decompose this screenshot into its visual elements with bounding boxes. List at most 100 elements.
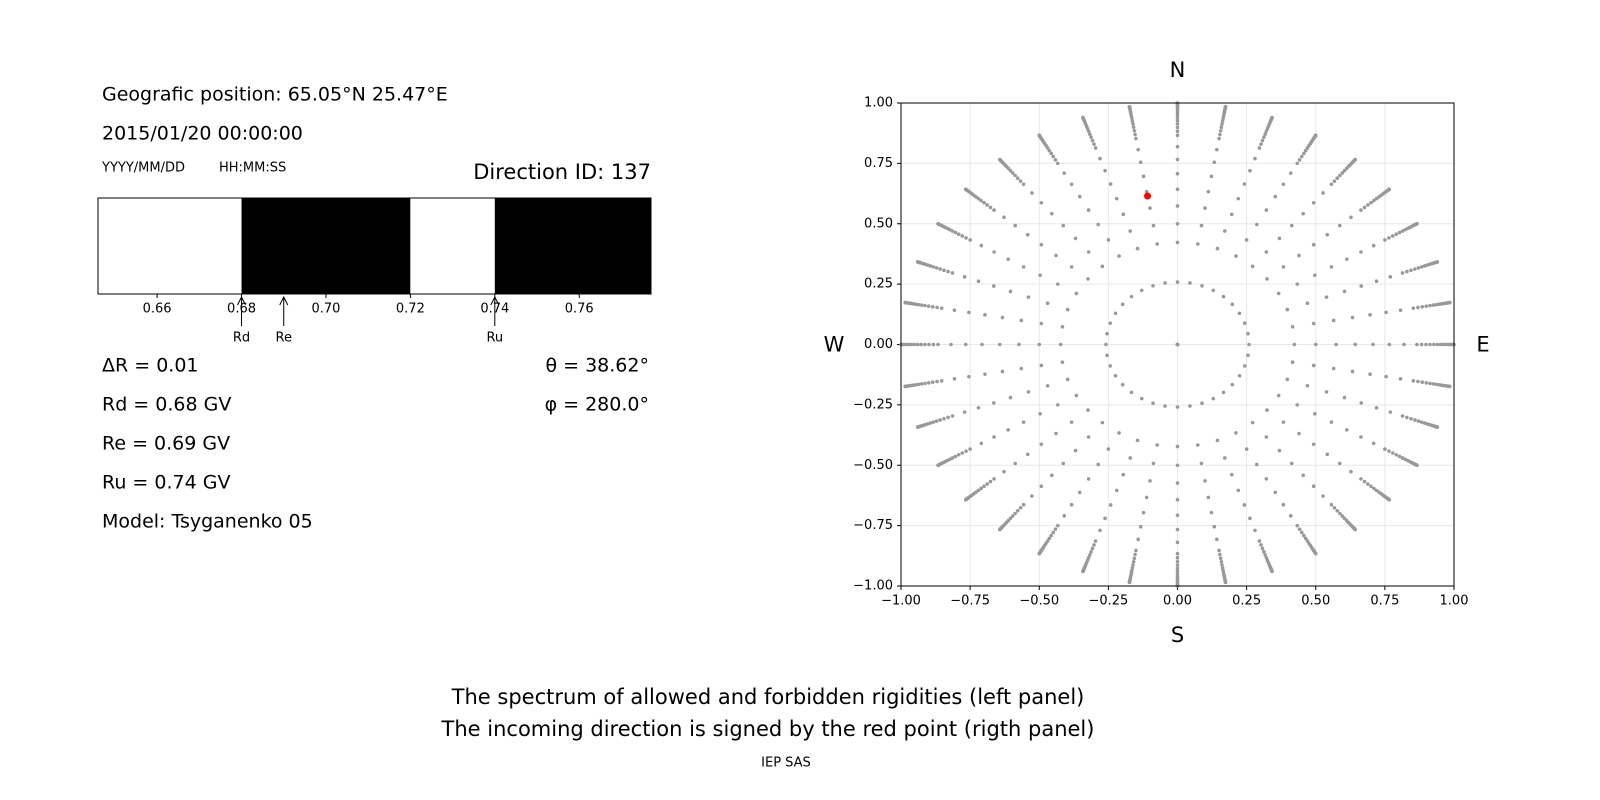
- grid-point: [1155, 443, 1160, 447]
- grid-point: [930, 305, 935, 309]
- grid-point: [1212, 524, 1217, 529]
- grid-point: [1325, 232, 1330, 237]
- grid-point: [1105, 331, 1109, 336]
- grid-point: [967, 310, 971, 315]
- grid-point: [1368, 313, 1372, 317]
- y-tick-label: 1.00: [864, 96, 893, 111]
- grid-point: [916, 302, 921, 307]
- grid-point: [1199, 223, 1204, 228]
- grid-point: [1215, 147, 1219, 152]
- grid-point: [1151, 461, 1156, 466]
- grid-point: [950, 229, 955, 233]
- grid-point: [1342, 289, 1347, 294]
- grid-point: [1073, 448, 1078, 453]
- grid-point: [950, 414, 955, 418]
- grid-point: [1069, 265, 1074, 269]
- grid-point: [1135, 246, 1140, 251]
- grid-point: [1037, 551, 1042, 556]
- grid-point: [1428, 303, 1432, 308]
- x-tick-label: 0.50: [1301, 594, 1330, 609]
- grid-point: [1047, 536, 1052, 541]
- grid-point: [1253, 156, 1257, 161]
- grid-point: [1175, 405, 1180, 409]
- grid-point: [903, 300, 908, 305]
- grid-point: [1219, 559, 1224, 564]
- spectrum-band: [241, 198, 411, 294]
- grid-point: [997, 527, 1002, 532]
- grid-point: [1335, 508, 1340, 513]
- grid-point: [1337, 461, 1342, 466]
- grid-point: [1100, 420, 1105, 425]
- grid-point: [1218, 128, 1223, 133]
- grid-point: [1371, 243, 1376, 248]
- grid-point: [1175, 463, 1180, 468]
- grid-point: [1273, 194, 1278, 199]
- grid-point: [1215, 438, 1220, 443]
- y-tick-label: −0.75: [853, 518, 893, 533]
- grid-point: [1139, 396, 1144, 401]
- grid-point: [979, 486, 983, 491]
- grid-point: [1246, 353, 1250, 358]
- grid-point: [1086, 435, 1091, 439]
- grid-point: [1006, 257, 1010, 261]
- grid-point: [1138, 524, 1143, 529]
- grid-point: [1138, 160, 1143, 165]
- grid-point: [1388, 275, 1393, 279]
- grid-point: [1090, 546, 1095, 551]
- grid-point: [1117, 254, 1121, 258]
- grid-point: [1175, 129, 1180, 134]
- grid-point: [1061, 461, 1066, 466]
- grid-point: [1117, 431, 1121, 435]
- grid-point: [1428, 342, 1432, 347]
- grid-point: [1281, 265, 1286, 269]
- grid-point: [1295, 403, 1300, 407]
- grid-point: [1037, 133, 1042, 138]
- grid-point: [1415, 463, 1419, 468]
- grid-point: [1411, 306, 1416, 310]
- grid-point: [1039, 442, 1044, 447]
- grid-point: [1402, 342, 1406, 347]
- y-tick-label: −0.25: [853, 397, 893, 412]
- grid-point: [979, 441, 984, 446]
- grid-point: [1409, 268, 1413, 273]
- grid-point: [1359, 208, 1363, 212]
- grid-point: [934, 266, 939, 270]
- grid-point: [1244, 238, 1249, 242]
- grid-point: [1128, 456, 1133, 460]
- grid-point: [1211, 288, 1216, 293]
- y-tick-label: −1.00: [853, 579, 893, 594]
- grid-point: [1108, 364, 1113, 368]
- rigidity-value: Rd = 0.68 GV: [102, 394, 231, 416]
- grid-point: [1175, 342, 1180, 347]
- grid-point: [1234, 431, 1238, 435]
- grid-point: [1013, 223, 1018, 228]
- grid-point: [1081, 569, 1085, 574]
- grid-point: [1092, 543, 1096, 547]
- grid-point: [1018, 179, 1023, 183]
- grid-point: [1340, 514, 1345, 518]
- grid-point: [1334, 342, 1338, 347]
- grid-point: [983, 372, 987, 376]
- grid-point: [1051, 530, 1056, 535]
- grid-point: [1144, 189, 1149, 194]
- grid-point: [1053, 158, 1058, 162]
- grid-point: [1250, 420, 1255, 425]
- grid-point: [1175, 280, 1180, 284]
- grid-point: [1415, 221, 1419, 226]
- grid-point: [1236, 488, 1241, 493]
- grid-point: [1428, 381, 1432, 386]
- grid-point: [1008, 395, 1013, 400]
- grid-point: [938, 267, 942, 271]
- grid-point: [1127, 580, 1132, 585]
- grid-point: [1175, 497, 1180, 502]
- grid-point: [1419, 342, 1424, 347]
- rigidity-arrow: [279, 295, 289, 326]
- grid-point: [912, 342, 917, 347]
- grid-point: [1289, 461, 1294, 466]
- grid-point: [1435, 260, 1440, 264]
- grid-point: [1435, 342, 1440, 347]
- grid-point: [1387, 187, 1392, 192]
- grid-point: [988, 205, 993, 210]
- grid-point: [1103, 516, 1107, 521]
- grid-point: [1369, 200, 1373, 205]
